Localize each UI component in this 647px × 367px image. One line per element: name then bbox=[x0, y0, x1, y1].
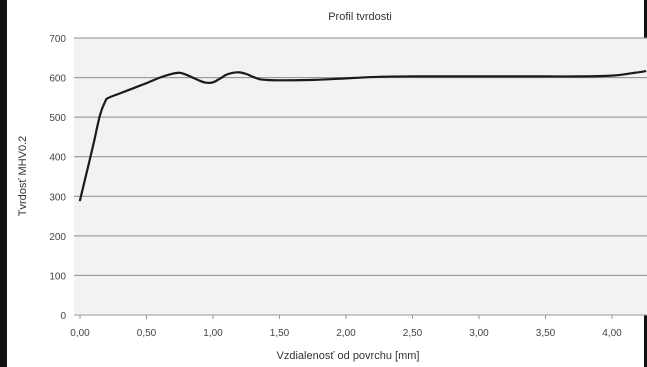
gridlines bbox=[74, 37, 647, 316]
x-tick-label: 1,00 bbox=[203, 328, 223, 339]
x-tick-label: 0,50 bbox=[137, 328, 157, 339]
plot-area bbox=[74, 38, 647, 315]
x-axis-title: Vzdialenosť od povrchu [mm] bbox=[277, 350, 420, 362]
hardness-series-line bbox=[78, 70, 647, 202]
hardness-profile-chart: 0 100 200 300 400 500 600 700 0,00 0,50 1,00 1,50 2… bbox=[17, 11, 647, 362]
x-tick-label: 1,50 bbox=[270, 328, 290, 339]
y-axis-title: Tvrdosť MHV0.2 bbox=[17, 136, 29, 217]
x-tick-label: 0,00 bbox=[70, 328, 90, 339]
x-tick-label: 4,00 bbox=[602, 328, 622, 339]
y-tick-label: 100 bbox=[49, 271, 66, 282]
x-tick-label: 3,50 bbox=[536, 328, 556, 339]
x-axis-ticks: 0,00 0,50 1,00 1,50 2,00 2,50 3,00 3,50 4,00 bbox=[70, 315, 622, 339]
x-tick-label: 2,00 bbox=[336, 328, 356, 339]
y-axis-ticks: 0 100 200 300 400 500 600 700 bbox=[49, 34, 66, 322]
y-tick-label: 600 bbox=[49, 74, 66, 85]
y-tick-label: 400 bbox=[49, 153, 66, 164]
chart-title: Profil tvrdosti bbox=[328, 11, 392, 23]
y-tick-label: 300 bbox=[49, 192, 66, 203]
y-tick-label: 0 bbox=[60, 311, 66, 322]
x-tick-label: 2,50 bbox=[403, 328, 423, 339]
y-tick-label: 200 bbox=[49, 232, 66, 243]
y-tick-label: 700 bbox=[49, 34, 66, 45]
x-tick-label: 3,00 bbox=[469, 328, 489, 339]
y-tick-label: 500 bbox=[49, 113, 66, 124]
